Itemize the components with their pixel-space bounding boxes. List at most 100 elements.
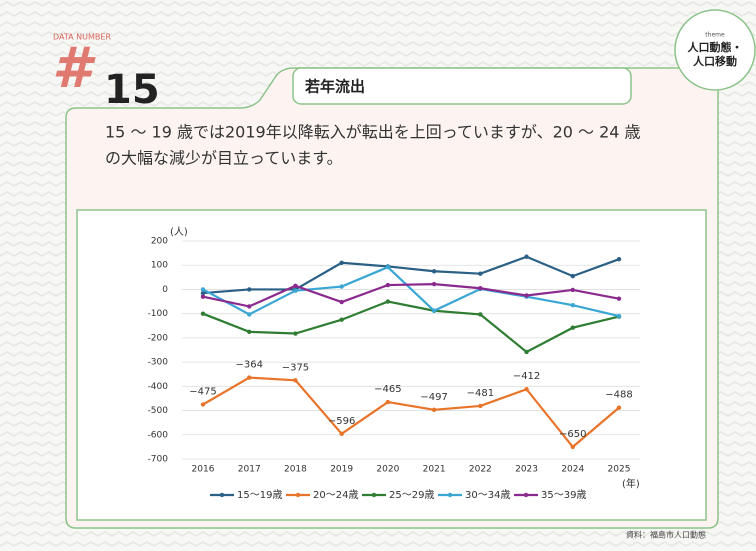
x-tick-label: 2025 [608,465,631,475]
marker [247,329,252,335]
marker [339,431,344,437]
series-line [202,255,620,295]
marker [247,304,252,309]
x-tick-label: 2017 [238,465,261,475]
y-tick-label: -500 [148,406,169,416]
marker [247,312,252,317]
data-label: −488 [605,390,632,401]
number: 15 [104,67,160,113]
marker [524,254,529,259]
marker [570,444,575,450]
x-tick-label: 2020 [376,465,399,475]
series-line [202,300,620,354]
hash: # [52,36,96,101]
marker [385,282,391,288]
legend-swatch [371,492,377,498]
data-label: −481 [467,388,494,399]
series-line [202,376,620,449]
marker [247,375,252,380]
theme-text: 人口移動 [693,54,737,68]
y-tick-label: -400 [148,382,169,392]
data-label: −596 [328,416,355,427]
x-tick-label: 2022 [469,465,492,475]
theme-label: theme [705,32,725,39]
x-tick-label: 2019 [330,465,353,475]
theme-text: 人口動態・ [688,40,743,54]
marker [570,325,575,330]
kicker: DATA NUMBER [53,33,111,42]
marker [478,312,483,317]
marker [385,399,391,405]
tab [292,67,632,105]
marker [478,403,483,409]
data-label: −497 [420,392,447,403]
y-unit: (人) [170,226,188,238]
legend-swatch [295,492,301,498]
y-tick-label: -700 [148,455,169,465]
marker [200,290,206,296]
marker [570,302,575,308]
x-tick-label: 2016 [192,465,215,475]
marker [616,405,622,410]
marker [293,378,298,383]
y-tick-label: 100 [151,261,168,271]
y-tick-label: 0 [162,285,168,295]
series-line [202,265,620,318]
data-label: −364 [235,360,262,371]
x-tick-label: 2023 [515,465,538,475]
marker [616,256,622,262]
x-unit: (年) [622,477,640,490]
legend-label: 35～39歳 [541,489,586,501]
x-tick-label: 2021 [423,465,446,475]
marker [293,288,298,293]
marker [478,286,483,291]
data-label: −650 [559,429,586,440]
marker [616,313,622,319]
theme-badge [674,9,756,91]
y-tick-label: 200 [151,237,168,247]
marker [339,284,344,289]
marker [247,287,252,292]
marker [524,349,529,355]
description: の大幅な減少が目立っています。 [105,149,343,168]
y-tick-label: -300 [148,358,169,368]
legend-label: 15～19歳 [237,489,282,501]
description: 15 ～ 19 歳では2019年以降転入が転出を上回っていますが、20 ～ 24… [105,123,641,142]
legend-swatch [447,492,453,498]
source: 資料：福島市人口動態 [626,530,706,540]
marker [339,317,344,322]
marker [478,271,483,276]
x-tick-label: 2018 [284,465,307,475]
data-label: −375 [282,362,309,373]
legend-swatch [523,492,529,498]
data-label: −475 [189,387,216,398]
marker [200,294,206,299]
data-label: −465 [374,384,401,395]
marker [385,299,391,304]
marker [431,407,437,413]
legend-swatch [219,492,225,498]
marker [431,281,437,287]
legend-label: 20～24歳 [313,489,358,501]
marker [385,264,391,270]
marker [200,311,206,316]
marker [339,260,344,265]
y-tick-label: -100 [148,309,169,319]
x-tick-label: 2024 [561,465,584,475]
marker [431,308,437,313]
marker [293,331,298,336]
y-tick-label: -200 [148,333,169,343]
marker [570,287,575,293]
marker [200,287,206,292]
marker [339,299,344,305]
legend-label: 30～34歳 [465,489,510,501]
marker [293,283,298,289]
marker [524,293,529,298]
marker [524,387,529,392]
y-tick-label: -600 [148,430,169,440]
chart-frame [76,209,707,521]
data-label: −412 [513,371,540,382]
marker [431,269,437,274]
marker [570,273,575,279]
